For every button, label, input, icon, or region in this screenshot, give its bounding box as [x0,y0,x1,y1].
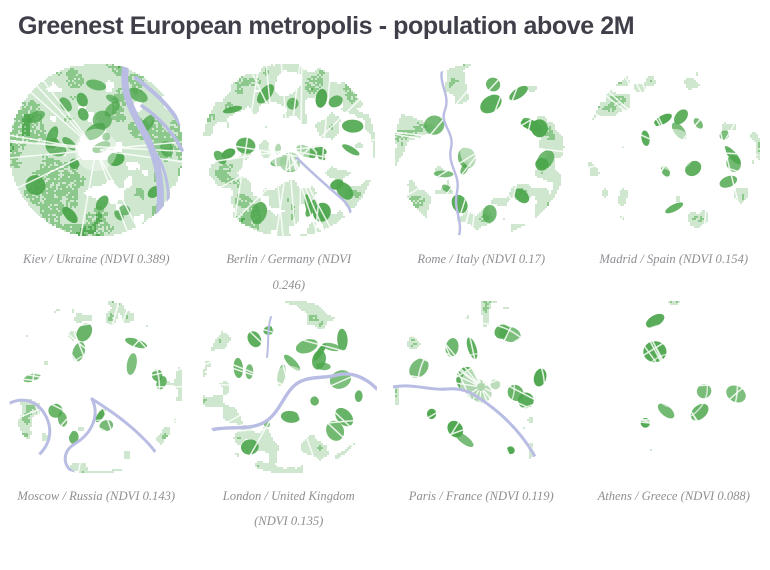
city-tile-paris[interactable]: Paris / France (NDVI 0.119) [385,298,578,536]
ndvi-map-madrid[interactable] [585,62,762,238]
city-tile-athens[interactable]: Athens / Greece (NDVI 0.088) [578,298,770,536]
city-caption-paris: Paris / France (NDVI 0.119) [408,488,554,503]
city-caption-madrid: Madrid / Spain (NDVI 0.154) [599,252,749,266]
city-caption-athens: Athens / Greece (NDVI 0.088) [597,488,750,503]
ndvi-map-athens[interactable] [585,298,762,475]
map-grid-row: Kiev / Ukraine (NDVI 0.389) Berlin / Germ… [0,62,770,299]
city-caption-berlin: Berlin / Germany (NDVI 0.246) [226,252,352,292]
city-tile-kiev[interactable]: Kiev / Ukraine (NDVI 0.389) [0,62,193,299]
map-grid: Kiev / Ukraine (NDVI 0.389) Berlin / Germ… [0,62,770,535]
city-tile-moscow[interactable]: Moscow / Russia (NDVI 0.143) [0,298,193,536]
ndvi-map-paris[interactable] [393,298,570,475]
ndvi-map-berlin[interactable] [200,62,377,238]
city-tile-rome[interactable]: Rome / Italy (NDVI 0.17) [385,62,578,299]
ndvi-map-rome[interactable] [393,62,570,238]
city-tile-berlin[interactable]: Berlin / Germany (NDVI 0.246) [193,62,386,299]
city-caption-moscow: Moscow / Russia (NDVI 0.143) [17,488,176,503]
ndvi-map-kiev[interactable] [8,62,185,238]
ndvi-map-london[interactable] [200,298,377,475]
city-caption-rome: Rome / Italy (NDVI 0.17) [417,252,546,266]
ndvi-map-moscow[interactable] [8,298,185,475]
city-caption-kiev: Kiev / Ukraine (NDVI 0.389) [22,252,170,266]
city-tile-london[interactable]: London / United Kingdom (NDVI 0.135) [193,298,386,536]
city-caption-london: London / United Kingdom (NDVI 0.135) [222,488,355,529]
city-tile-madrid[interactable]: Madrid / Spain (NDVI 0.154) [578,62,770,299]
map-grid-row: Moscow / Russia (NDVI 0.143) London / Uni… [0,298,770,536]
page-title: Greenest European metropolis - populatio… [18,12,635,40]
